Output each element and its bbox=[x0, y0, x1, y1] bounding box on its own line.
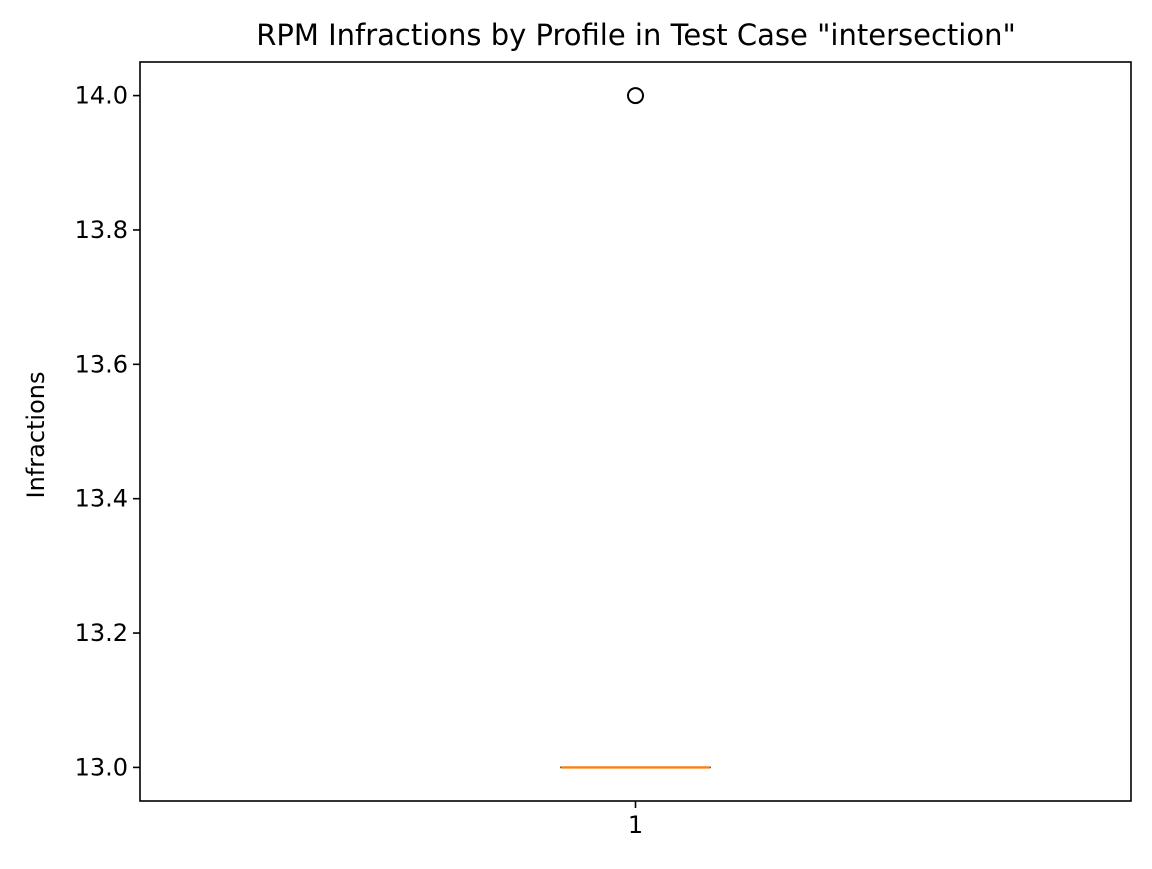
y-tick-label: 13.8 bbox=[75, 216, 128, 244]
x-tick-label: 1 bbox=[628, 811, 643, 839]
y-tick-label: 13.2 bbox=[75, 619, 128, 647]
plot-area-frame bbox=[139, 61, 1132, 802]
chart-title: RPM Infractions by Profile in Test Case … bbox=[256, 18, 1016, 52]
x-axis-ticks: 1 bbox=[628, 801, 643, 839]
outlier-point bbox=[627, 87, 644, 105]
y-tick-label: 13.4 bbox=[75, 485, 128, 513]
y-tick-label: 13.6 bbox=[75, 350, 128, 378]
y-tick-label: 14.0 bbox=[75, 82, 128, 110]
y-axis-ticks: 13.0 13.2 13.4 13.6 13.8 14.0 bbox=[75, 82, 140, 781]
y-tick-label: 13.0 bbox=[75, 753, 128, 781]
plot-marks bbox=[560, 87, 711, 769]
y-axis-label: Infractions bbox=[22, 372, 50, 499]
